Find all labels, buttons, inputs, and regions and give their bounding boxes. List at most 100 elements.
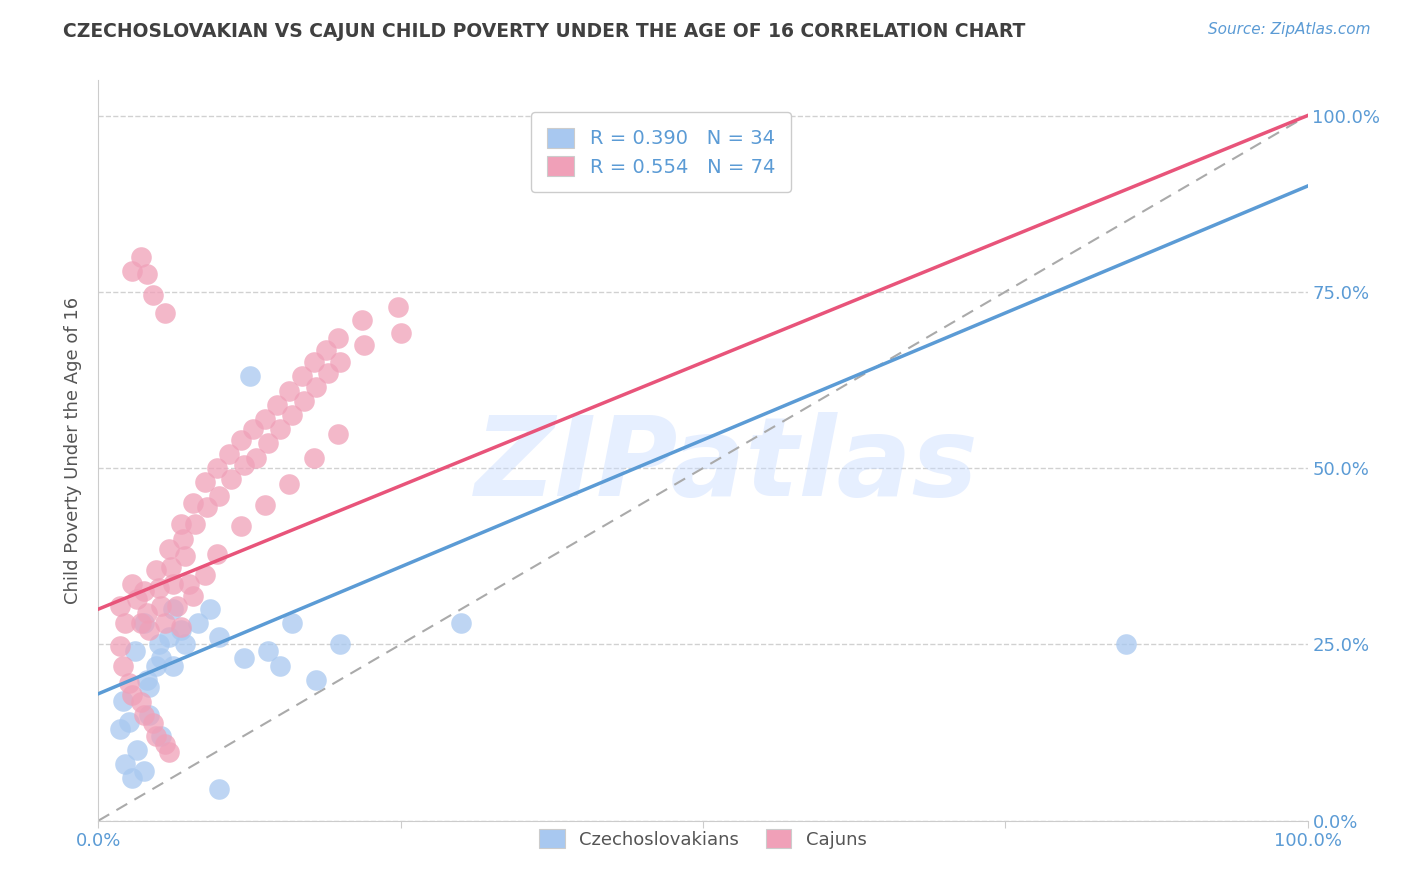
Point [108,639,131,653]
Point [114,616,136,631]
Point [245,450,267,465]
Point [145,658,167,673]
Point [157,745,180,759]
Y-axis label: Child Poverty Under the Age of 16: Child Poverty Under the Age of 16 [65,297,83,604]
Point [135,606,157,620]
Point [174,637,197,651]
Point [221,472,243,486]
Point [242,422,264,436]
Point [172,532,194,546]
Point [269,658,291,673]
Point [1115,637,1137,651]
Point [229,519,252,533]
Point [148,637,170,651]
Point [256,644,278,658]
Point [169,624,191,638]
Point [135,673,157,687]
Point [278,384,301,398]
Point [174,549,197,564]
Point [150,729,173,743]
Point [205,461,228,475]
Point [194,568,217,582]
Point [169,620,191,634]
Point [302,450,325,465]
Point [134,707,156,722]
Point [187,616,209,631]
Point [134,616,156,631]
Text: Source: ZipAtlas.com: Source: ZipAtlas.com [1208,22,1371,37]
Point [124,644,146,658]
Point [162,577,184,591]
Point [450,616,472,631]
Point [108,722,131,736]
Point [184,517,207,532]
Point [350,313,373,327]
Point [232,458,254,472]
Point [292,394,315,409]
Point [150,651,173,665]
Point [278,476,301,491]
Point [302,355,325,369]
Point [353,337,375,351]
Point [198,602,221,616]
Point [142,716,165,731]
Point [195,500,218,514]
Point [269,422,291,436]
Point [329,355,352,369]
Point [135,267,157,281]
Point [153,616,176,631]
Text: ZIPatlas: ZIPatlas [475,412,979,519]
Point [329,637,352,651]
Point [290,369,312,384]
Point [138,680,160,694]
Point [389,326,412,340]
Text: CZECHOSLOVAKIAN VS CAJUN CHILD POVERTY UNDER THE AGE OF 16 CORRELATION CHART: CZECHOSLOVAKIAN VS CAJUN CHILD POVERTY U… [63,22,1025,41]
Point [239,369,262,384]
Point [208,781,231,796]
Point [138,707,160,722]
Point [129,616,152,631]
Point [194,475,217,490]
Point [281,408,304,422]
Point [162,602,184,616]
Point [157,630,180,644]
Point [166,599,188,613]
Point [254,498,277,512]
Point [127,591,149,606]
Point [232,651,254,665]
Point [326,427,349,442]
Point [121,688,143,702]
Point [127,743,149,757]
Point [145,563,167,577]
Point [134,764,156,779]
Point [157,542,180,557]
Point [118,714,141,729]
Point [218,447,240,461]
Point [138,624,160,638]
Point [145,729,167,743]
Point [121,263,143,277]
Point [254,411,277,425]
Point [181,496,204,510]
Point [129,695,152,709]
Point [148,581,170,595]
Point [114,757,136,772]
Point [160,559,183,574]
Point [162,658,184,673]
Point [111,694,134,708]
Point [208,630,231,644]
Point [229,433,252,447]
Point [179,577,201,591]
Point [118,676,141,690]
Point [315,343,337,357]
Point [111,658,134,673]
Point [205,547,228,561]
Point [150,599,173,613]
Point [134,584,156,599]
Point [153,738,176,752]
Point [142,288,165,302]
Point [121,772,143,786]
Legend: Czechoslovakians, Cajuns: Czechoslovakians, Cajuns [531,822,875,856]
Point [208,489,231,503]
Point [256,436,278,450]
